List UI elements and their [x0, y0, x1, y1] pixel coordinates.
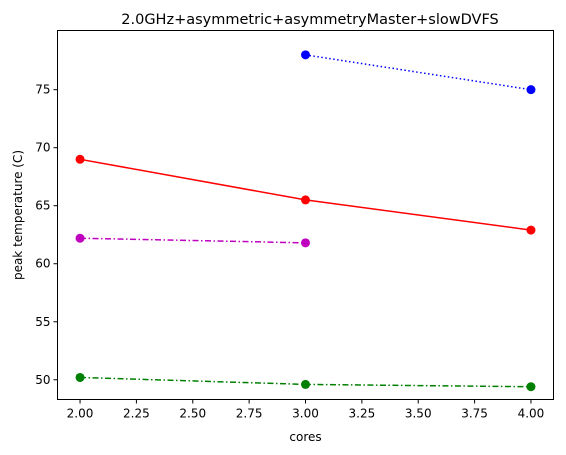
- y-tick-label: 50: [35, 373, 50, 387]
- y-tick-label: 75: [35, 83, 50, 97]
- x-tick-label: 2.75: [236, 407, 263, 421]
- data-point: [75, 154, 85, 164]
- data-point: [526, 225, 536, 235]
- marker-layer: [75, 50, 536, 392]
- series-line: [80, 237, 306, 244]
- data-point: [301, 238, 310, 248]
- chart-title: 2.0GHz+asymmetric+asymmetryMaster+slowDV…: [121, 12, 498, 28]
- x-axis: 2.00 2.25 2.50 2.75 3.00 3.25 3.50 3.75 4.00: [67, 399, 545, 421]
- y-tick-label: 70: [35, 141, 50, 155]
- x-axis-label: cores: [289, 430, 321, 444]
- plot-frame: [57, 30, 554, 400]
- y-axis-label: peak temperature (C): [11, 150, 25, 280]
- y-tick-label: 65: [35, 199, 50, 213]
- data-point: [301, 195, 310, 205]
- x-tick-label: 2.00: [67, 407, 94, 421]
- series-layer: [79, 54, 532, 388]
- y-tick-label: 55: [35, 315, 50, 329]
- data-point: [75, 233, 85, 243]
- data-point: [301, 379, 310, 389]
- data-point: [526, 85, 536, 95]
- x-tick-label: 2.50: [179, 407, 206, 421]
- data-point: [75, 372, 85, 382]
- x-tick-label: 3.50: [405, 407, 432, 421]
- data-point: [526, 382, 536, 392]
- y-axis: 50 55 60 65 70 75: [35, 83, 58, 387]
- x-tick-label: 2.25: [123, 407, 150, 421]
- series-line: [79, 158, 532, 231]
- data-point: [301, 50, 310, 60]
- y-tick-label: 60: [35, 257, 50, 271]
- series-line: [305, 54, 532, 91]
- x-tick-label: 3.00: [292, 407, 319, 421]
- x-tick-label: 3.25: [349, 407, 376, 421]
- x-tick-label: 4.00: [518, 407, 545, 421]
- x-tick-label: 3.75: [461, 407, 488, 421]
